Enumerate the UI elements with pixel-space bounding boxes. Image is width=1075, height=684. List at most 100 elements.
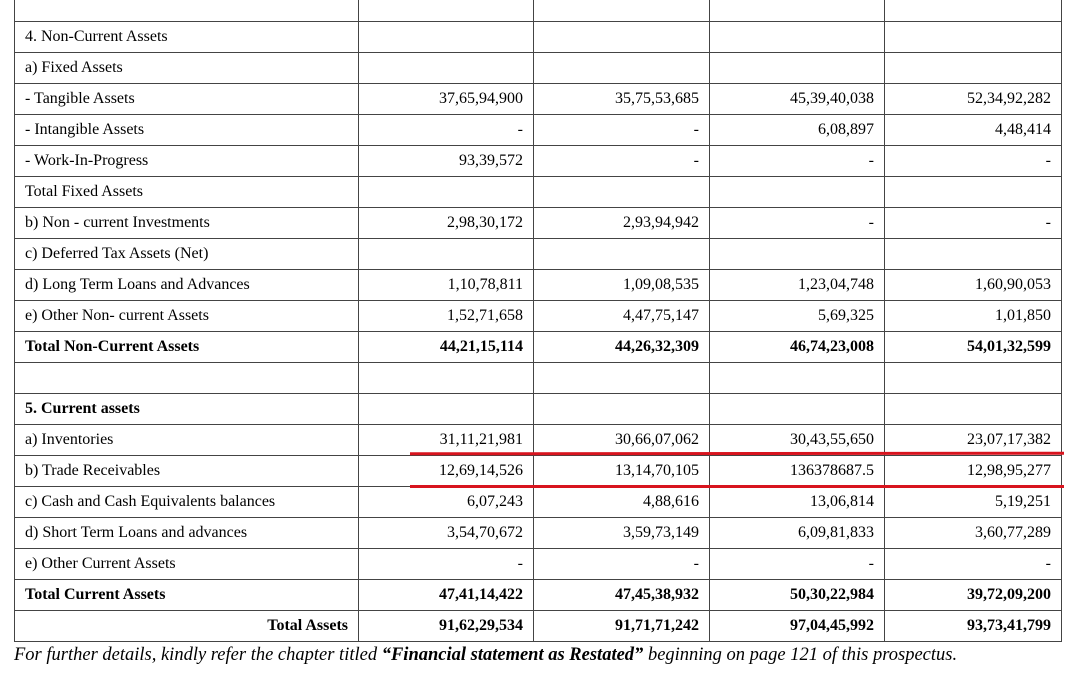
- cell: [709, 0, 885, 22]
- row-label: Total Current Assets: [14, 579, 359, 611]
- value-cell: [709, 52, 885, 84]
- row-label: c) Deferred Tax Assets (Net): [14, 238, 359, 270]
- row-label: d) Short Term Loans and advances: [14, 517, 359, 549]
- row: [14, 362, 1062, 394]
- value-cell: 93,39,572: [358, 145, 534, 177]
- row: Total Fixed Assets: [14, 176, 1062, 208]
- row-label: Total Assets: [14, 610, 359, 642]
- value-cell: -: [884, 207, 1062, 239]
- value-cell: -: [358, 548, 534, 580]
- row-label: d) Long Term Loans and Advances: [14, 269, 359, 301]
- value-cell: 6,08,897: [709, 114, 885, 146]
- row: Total Current Assets 47,41,14,422 47,45,38…: [14, 579, 1062, 611]
- value-cell: 1,01,850: [884, 300, 1062, 332]
- row-label: 4. Non-Current Assets: [14, 21, 359, 53]
- value-cell: 3,59,73,149: [533, 517, 710, 549]
- value-cell: -: [884, 145, 1062, 177]
- value-cell: 91,62,29,534: [358, 610, 534, 642]
- value-cell: 136378687.5: [709, 455, 885, 487]
- highlight-line: [409, 451, 1065, 456]
- row: e) Other Non- current Assets 1,52,71,658 4…: [14, 300, 1062, 332]
- row: 5. Current assets: [14, 393, 1062, 425]
- value-cell: 1,10,78,811: [358, 269, 534, 301]
- value-cell: [709, 393, 885, 425]
- footnote-emphasis: “Financial statement as Restated”: [381, 645, 644, 665]
- value-cell: 54,01,32,599: [884, 331, 1062, 363]
- value-cell: 4,47,75,147: [533, 300, 710, 332]
- value-cell: 2,98,30,172: [358, 207, 534, 239]
- row-label: Total Fixed Assets: [14, 176, 359, 208]
- row-label: b) Trade Receivables: [14, 455, 359, 487]
- cell: [358, 0, 534, 22]
- value-cell: 93,73,41,799: [884, 610, 1062, 642]
- row-label: - Tangible Assets: [14, 83, 359, 115]
- value-cell: [358, 176, 534, 208]
- row-label: a) Inventories: [14, 424, 359, 456]
- row: d) Short Term Loans and advances 3,54,70,…: [14, 517, 1062, 549]
- value-cell: 47,41,14,422: [358, 579, 534, 611]
- value-cell: 44,21,15,114: [358, 331, 534, 363]
- value-cell: 5,19,251: [884, 486, 1062, 518]
- value-cell: 46,74,23,008: [709, 331, 885, 363]
- value-cell: -: [358, 114, 534, 146]
- value-cell: 37,65,94,900: [358, 83, 534, 115]
- value-cell: 3,54,70,672: [358, 517, 534, 549]
- value-cell: [358, 238, 534, 270]
- value-cell: [533, 52, 710, 84]
- value-cell: [533, 238, 710, 270]
- value-cell: [884, 176, 1062, 208]
- value-cell: 4,88,616: [533, 486, 710, 518]
- row: e) Other Current Assets - - - -: [14, 548, 1062, 580]
- value-cell: [884, 21, 1062, 53]
- value-cell: 1,09,08,535: [533, 269, 710, 301]
- row-label: b) Non - current Investments: [14, 207, 359, 239]
- value-cell: 13,06,814: [709, 486, 885, 518]
- value-cell: [709, 362, 885, 394]
- value-cell: -: [533, 114, 710, 146]
- value-cell: [533, 393, 710, 425]
- value-cell: 1,52,71,658: [358, 300, 534, 332]
- value-cell: 35,75,53,685: [533, 83, 710, 115]
- value-cell: [358, 21, 534, 53]
- value-cell: [358, 52, 534, 84]
- value-cell: -: [709, 145, 885, 177]
- value-cell: 30,66,07,062: [533, 424, 710, 456]
- value-cell: 39,72,09,200: [884, 579, 1062, 611]
- value-cell: 5,69,325: [709, 300, 885, 332]
- row: 4. Non-Current Assets: [14, 21, 1062, 53]
- row: a) Inventories 31,11,21,981 30,66,07,062 30…: [14, 424, 1062, 456]
- cell: [533, 0, 710, 22]
- value-cell: 45,39,40,038: [709, 83, 885, 115]
- value-cell: 30,43,55,650: [709, 424, 885, 456]
- value-cell: 1,60,90,053: [884, 269, 1062, 301]
- highlight-line: [410, 485, 1064, 488]
- value-cell: 12,69,14,526: [358, 455, 534, 487]
- value-cell: -: [709, 207, 885, 239]
- row: Total Non-Current Assets 44,21,15,114 44,2…: [14, 331, 1062, 363]
- value-cell: [358, 393, 534, 425]
- value-cell: 47,45,38,932: [533, 579, 710, 611]
- value-cell: 12,98,95,277: [884, 455, 1062, 487]
- row-label: 5. Current assets: [14, 393, 359, 425]
- row-label: Total Non-Current Assets: [14, 331, 359, 363]
- row-label: c) Cash and Cash Equivalents balances: [14, 486, 359, 518]
- value-cell: 3,60,77,289: [884, 517, 1062, 549]
- balance-table: 4. Non-Current Assets a) Fixed Assets - Ta…: [14, 0, 1062, 642]
- value-cell: [884, 238, 1062, 270]
- row-label: a) Fixed Assets: [14, 52, 359, 84]
- row: c) Cash and Cash Equivalents balances 6,0…: [14, 486, 1062, 518]
- row: c) Deferred Tax Assets (Net): [14, 238, 1062, 270]
- value-cell: 44,26,32,309: [533, 331, 710, 363]
- row: - Work-In-Progress 93,39,572- - -: [14, 145, 1062, 177]
- value-cell: 2,93,94,942: [533, 207, 710, 239]
- footnote-text: beginning on page 121 of this prospectus…: [643, 645, 958, 665]
- value-cell: -: [533, 145, 710, 177]
- value-cell: [884, 362, 1062, 394]
- row-label: - Intangible Assets: [14, 114, 359, 146]
- row-label: e) Other Current Assets: [14, 548, 359, 580]
- value-cell: -: [533, 548, 710, 580]
- value-cell: [709, 176, 885, 208]
- value-cell: 52,34,92,282: [884, 83, 1062, 115]
- cell: [884, 0, 1062, 22]
